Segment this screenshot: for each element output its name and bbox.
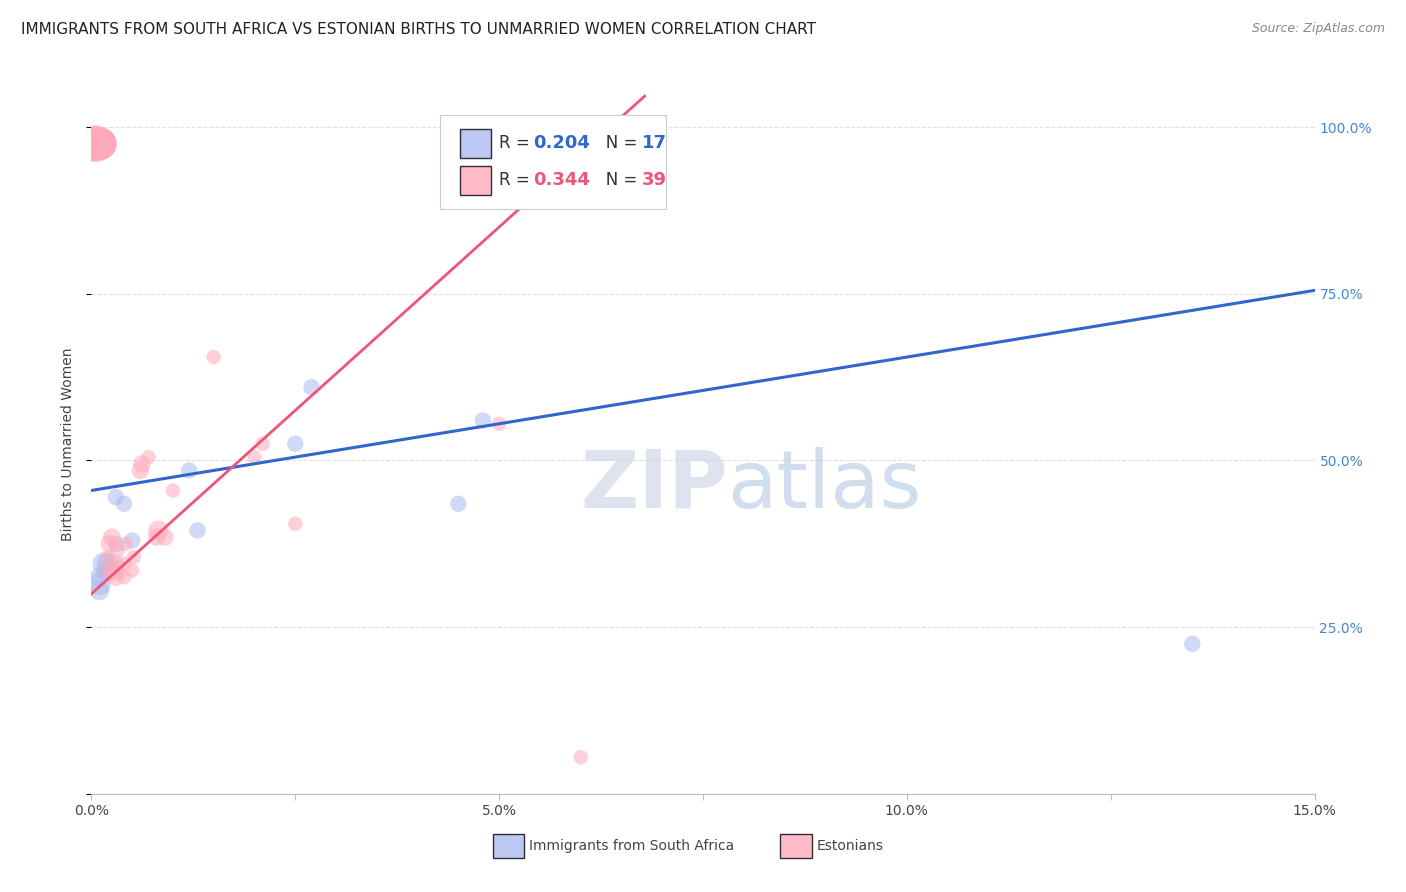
Point [129, 463, 152, 477]
Point [97, 557, 120, 571]
Point [202, 350, 225, 364]
Point [112, 570, 135, 584]
Text: Immigrants from South Africa: Immigrants from South Africa [529, 839, 734, 854]
Point [97, 550, 120, 565]
Text: 39: 39 [643, 171, 666, 189]
FancyBboxPatch shape [460, 128, 491, 158]
Text: N =: N = [591, 171, 643, 189]
Point [89, 577, 111, 591]
Text: R =: R = [499, 171, 534, 189]
Point [107, 543, 129, 558]
FancyBboxPatch shape [492, 835, 524, 858]
Point [1181, 637, 1204, 651]
Point [104, 570, 127, 584]
Point [89, 136, 111, 151]
Point [471, 413, 494, 427]
Point [89, 136, 111, 151]
Point [243, 450, 266, 464]
Text: N =: N = [591, 135, 643, 153]
Point [121, 564, 143, 578]
Point [179, 463, 201, 477]
Text: 0.344: 0.344 [533, 171, 591, 189]
Point [101, 530, 124, 544]
Text: Source: ZipAtlas.com: Source: ZipAtlas.com [1251, 22, 1385, 36]
Text: atlas: atlas [727, 447, 922, 524]
Point [104, 490, 127, 504]
Point [138, 450, 160, 464]
FancyBboxPatch shape [780, 835, 811, 858]
Point [90, 136, 112, 151]
Point [145, 530, 167, 544]
Point [89, 570, 111, 584]
Text: Estonians: Estonians [817, 839, 884, 854]
Point [83, 136, 105, 151]
Point [82, 136, 104, 151]
Point [488, 417, 510, 431]
Point [93, 557, 115, 571]
Point [91, 136, 114, 151]
Point [97, 564, 120, 578]
Point [89, 136, 111, 151]
Point [89, 583, 111, 598]
Point [84, 136, 107, 151]
Text: 17: 17 [643, 135, 666, 153]
Point [569, 750, 592, 764]
Point [98, 537, 121, 551]
Point [104, 557, 127, 571]
Point [162, 483, 184, 498]
FancyBboxPatch shape [460, 166, 491, 195]
Point [89, 136, 111, 151]
Point [153, 530, 176, 544]
Point [89, 136, 111, 151]
Point [284, 436, 307, 450]
Point [284, 516, 307, 531]
Point [112, 557, 135, 571]
Point [121, 533, 143, 548]
Point [112, 497, 135, 511]
Text: 0.204: 0.204 [533, 135, 591, 153]
Text: R =: R = [499, 135, 534, 153]
Point [186, 524, 208, 538]
Point [122, 550, 145, 565]
Point [148, 524, 170, 538]
Point [252, 436, 274, 450]
FancyBboxPatch shape [440, 115, 666, 210]
Point [131, 457, 153, 471]
Text: IMMIGRANTS FROM SOUTH AFRICA VS ESTONIAN BIRTHS TO UNMARRIED WOMEN CORRELATION C: IMMIGRANTS FROM SOUTH AFRICA VS ESTONIAN… [21, 22, 815, 37]
Point [301, 380, 323, 394]
Point [97, 564, 120, 578]
Point [447, 497, 470, 511]
Point [114, 537, 136, 551]
Point [104, 564, 127, 578]
Point [82, 136, 104, 151]
Point [82, 136, 104, 151]
Y-axis label: Births to Unmarried Women: Births to Unmarried Women [62, 347, 76, 541]
Point [104, 537, 127, 551]
Text: ZIP: ZIP [581, 447, 727, 524]
Point [83, 136, 105, 151]
